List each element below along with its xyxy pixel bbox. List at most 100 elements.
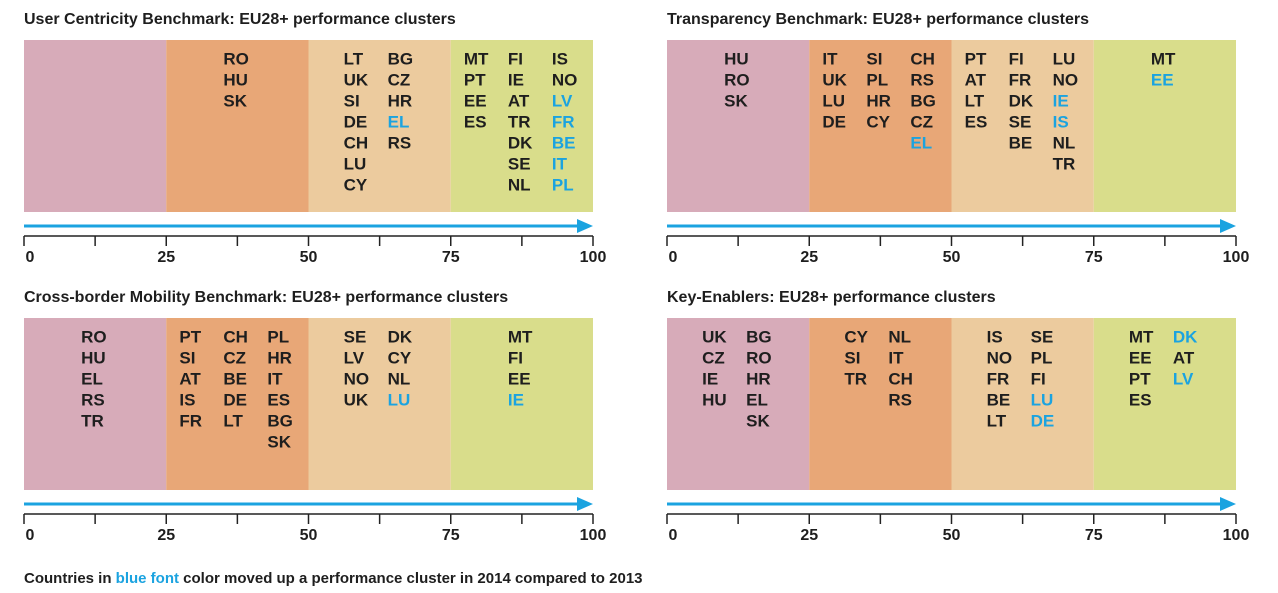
tick-label: 100 <box>1223 249 1250 266</box>
country-code: PL <box>267 327 289 346</box>
country-code: DK <box>1173 327 1198 346</box>
cluster-band <box>308 318 451 490</box>
tick-label: 0 <box>26 249 35 266</box>
country-code: LT <box>987 411 1007 430</box>
country-code: MT <box>1129 327 1154 346</box>
country-code: LV <box>344 348 365 367</box>
footer-highlight: blue font <box>115 570 179 587</box>
country-code: IE <box>1053 91 1069 110</box>
country-code: BE <box>552 133 576 152</box>
tick-label: 0 <box>669 249 678 266</box>
tick-label: 25 <box>800 249 818 266</box>
country-code: RO <box>81 327 107 346</box>
country-code: FI <box>1009 49 1024 68</box>
cluster-band <box>450 318 593 490</box>
country-code: HU <box>702 390 727 409</box>
country-code: FI <box>508 49 523 68</box>
country-code: RS <box>888 390 912 409</box>
cluster-band <box>667 40 810 212</box>
country-code: HR <box>866 91 891 110</box>
country-code: SI <box>344 91 360 110</box>
country-code: UK <box>822 70 847 89</box>
country-code: SE <box>508 154 531 173</box>
country-code: EL <box>746 390 768 409</box>
country-code: DK <box>508 133 533 152</box>
country-code: NL <box>388 369 411 388</box>
country-code: PT <box>1129 369 1151 388</box>
country-code: EL <box>910 133 932 152</box>
tick-label: 75 <box>442 249 460 266</box>
country-code: CH <box>888 369 913 388</box>
panel-title: Transparency Benchmark: EU28+ performanc… <box>667 11 1089 28</box>
tick-label: 0 <box>669 527 678 544</box>
axis-arrowhead <box>1220 219 1236 233</box>
country-code: NL <box>1053 133 1076 152</box>
country-code: HR <box>267 348 292 367</box>
cluster-band <box>809 40 952 212</box>
country-code: SK <box>223 91 247 110</box>
country-code: SE <box>344 327 367 346</box>
country-code: PT <box>464 70 486 89</box>
chart-grid: User Centricity Benchmark: EU28+ perform… <box>23 11 1250 544</box>
panel-title: Cross-border Mobility Benchmark: EU28+ p… <box>24 289 508 306</box>
country-code: NO <box>344 369 370 388</box>
country-code: EE <box>1151 70 1174 89</box>
country-code: RO <box>223 49 249 68</box>
axis-arrowhead <box>1220 497 1236 511</box>
country-code: LT <box>344 49 364 68</box>
country-code: DK <box>1009 91 1034 110</box>
country-code: FR <box>179 411 202 430</box>
country-code: MT <box>508 327 533 346</box>
country-code: ES <box>267 390 290 409</box>
country-code: LU <box>822 91 845 110</box>
country-code: PT <box>965 49 987 68</box>
country-code: IE <box>508 70 524 89</box>
country-code: ES <box>1129 390 1152 409</box>
country-code: EE <box>1129 348 1152 367</box>
country-code: IS <box>179 390 195 409</box>
country-code: CY <box>344 175 368 194</box>
country-code: SI <box>179 348 195 367</box>
country-code: FR <box>1009 70 1032 89</box>
country-code: HR <box>746 369 771 388</box>
country-code: HR <box>388 91 413 110</box>
country-code: SK <box>746 411 770 430</box>
country-code: FR <box>987 369 1010 388</box>
country-code: PL <box>1031 348 1053 367</box>
tick-label: 50 <box>300 527 318 544</box>
country-code: UK <box>344 390 369 409</box>
country-code: SK <box>267 432 291 451</box>
cluster-band <box>667 318 810 490</box>
country-code: EE <box>508 369 531 388</box>
footer-text: color moved up a performance cluster in … <box>179 570 643 587</box>
country-code: PT <box>179 327 201 346</box>
country-code: FI <box>508 348 523 367</box>
tick-label: 0 <box>26 527 35 544</box>
cluster-band <box>951 318 1094 490</box>
country-code: HU <box>81 348 106 367</box>
cluster-band <box>809 318 952 490</box>
country-code: EL <box>81 369 103 388</box>
axis-arrowhead <box>577 219 593 233</box>
country-code: FI <box>1031 369 1046 388</box>
country-code: DE <box>344 112 368 131</box>
country-code: NL <box>508 175 531 194</box>
country-code: IT <box>267 369 283 388</box>
country-code: CZ <box>388 70 411 89</box>
tick-label: 50 <box>943 249 961 266</box>
country-code: LU <box>344 154 367 173</box>
country-code: CH <box>910 49 935 68</box>
country-code: CH <box>344 133 369 152</box>
country-code: RS <box>388 133 412 152</box>
tick-label: 100 <box>580 527 607 544</box>
tick-label: 50 <box>300 249 318 266</box>
country-code: PL <box>552 175 574 194</box>
country-code: DE <box>822 112 846 131</box>
cluster-band <box>450 40 593 212</box>
tick-label: 100 <box>580 249 607 266</box>
footer-text: Countries in <box>24 570 116 587</box>
country-code: SI <box>866 49 882 68</box>
country-code: NO <box>1053 70 1079 89</box>
country-code: CZ <box>910 112 933 131</box>
